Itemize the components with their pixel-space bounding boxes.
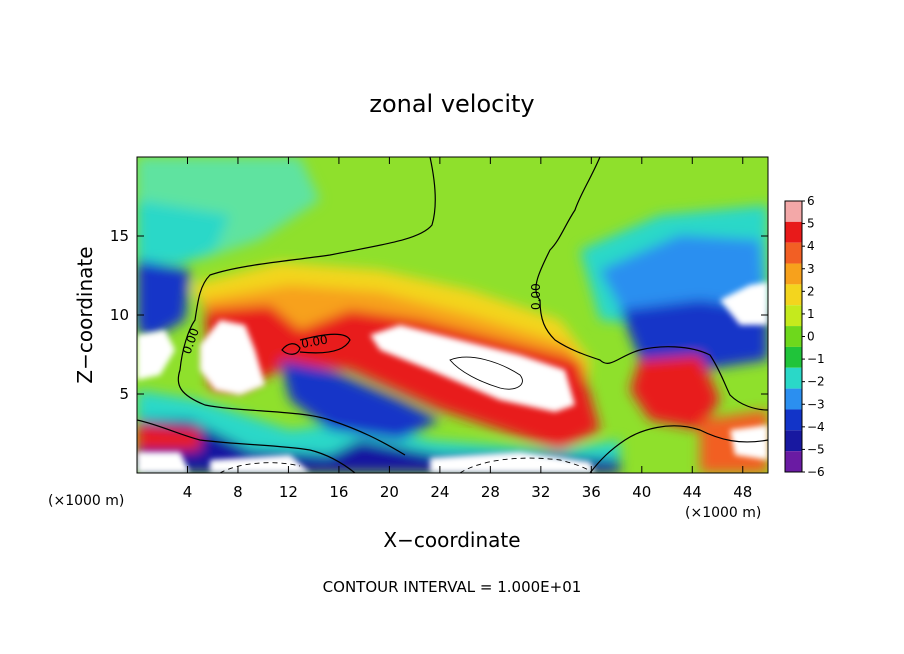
colorbar-label: 4 — [807, 239, 815, 253]
x-tick-label: 12 — [279, 483, 298, 501]
contour-dashed-bottom — [459, 457, 593, 473]
contour-lines — [137, 157, 768, 473]
colorbar-label: −5 — [807, 442, 825, 456]
colorbar-label: −4 — [807, 420, 825, 434]
region-right-dark-blue — [620, 300, 768, 370]
region-left-bottom-red — [137, 425, 200, 450]
colorbar-segment — [785, 388, 802, 410]
colorbar-label: 1 — [807, 307, 815, 321]
zero-contour-mid — [299, 333, 351, 354]
colorbar-segment — [785, 430, 802, 452]
region-central-red — [205, 305, 600, 450]
x-axis: 4 8 12 16 20 24 28 32 36 40 44 48 — [183, 157, 752, 501]
x-tick-label: 4 — [183, 483, 193, 501]
colorbar-label: 0 — [807, 330, 815, 344]
colorbar-label: 3 — [807, 262, 815, 276]
colorbar-segment — [785, 326, 802, 347]
x-unit-label-right: (×1000 m) — [685, 505, 761, 521]
contour-interval-footer: CONTOUR INTERVAL = 1.000E+01 — [323, 578, 582, 596]
colorbar-label: 2 — [807, 284, 815, 298]
colorbar-segment — [785, 263, 802, 285]
region-left-edge-white — [137, 330, 175, 380]
x-tick-label: 32 — [531, 483, 550, 501]
x-tick-label: 28 — [481, 483, 500, 501]
zero-contour-right — [535, 157, 768, 411]
zero-contour-small-loop — [281, 343, 301, 355]
region-left-blue — [137, 260, 190, 340]
chart-title: zonal velocity — [369, 90, 534, 118]
colorbar-segment — [785, 221, 802, 243]
x-tick-label: 24 — [430, 483, 449, 501]
colorbar-segment — [785, 305, 802, 327]
x-tick-label: 44 — [683, 483, 702, 501]
region-upper-left-cyan-core — [137, 200, 230, 265]
region-bottom-white — [210, 455, 310, 473]
heatmap-field — [137, 157, 768, 473]
colorbar-segment — [785, 201, 802, 222]
contour-dashed-bottom-left — [219, 462, 301, 473]
contour-label: 0.00 — [300, 333, 329, 351]
y-axis: 5 10 15 — [110, 227, 768, 403]
x-tick-label: 20 — [380, 483, 399, 501]
y-tick-label: 15 — [110, 227, 129, 245]
colorbar-segment — [785, 409, 802, 431]
zero-contour-bottom-right — [589, 425, 768, 473]
colorbar-label: −2 — [807, 375, 825, 389]
colorbar: 6 5 4 3 2 1 0 −1 −2 −3 −4 −5 −6 — [784, 194, 825, 479]
zero-contour-lower — [137, 419, 356, 473]
region-right-white — [720, 282, 768, 325]
x-unit-label-left: (×1000 m) — [48, 493, 124, 509]
zero-contour-upper — [177, 157, 436, 456]
x-tick-label: 36 — [582, 483, 601, 501]
colorbar-label: −1 — [807, 352, 825, 366]
x-tick-label: 8 — [233, 483, 243, 501]
colorbar-label: −3 — [807, 397, 825, 411]
colorbar-segment — [785, 242, 802, 264]
region-left-white — [200, 320, 265, 395]
x-axis-label: X−coordinate — [383, 528, 520, 552]
contour-label: 0.00 — [529, 283, 543, 310]
x-tick-label: 48 — [733, 483, 752, 501]
region-right-red — [630, 355, 720, 430]
colorbar-segment — [785, 346, 802, 368]
region-center-white — [370, 325, 575, 412]
colorbar-label: −6 — [807, 465, 825, 479]
colorbar-label: 6 — [807, 194, 815, 208]
x-tick-label: 16 — [329, 483, 348, 501]
colorbar-segment — [785, 367, 802, 389]
contour-center-loop — [449, 356, 523, 390]
y-axis-label: Z−coordinate — [73, 246, 97, 383]
x-tick-label: 40 — [632, 483, 651, 501]
region-bottom-left-white — [137, 452, 190, 473]
y-tick-label: 5 — [119, 385, 129, 403]
region-middle-blue — [280, 360, 440, 440]
colorbar-segment — [785, 451, 802, 472]
colorbar-segment — [785, 284, 802, 306]
colorbar-label: 5 — [807, 217, 815, 231]
y-tick-label: 10 — [110, 306, 129, 324]
